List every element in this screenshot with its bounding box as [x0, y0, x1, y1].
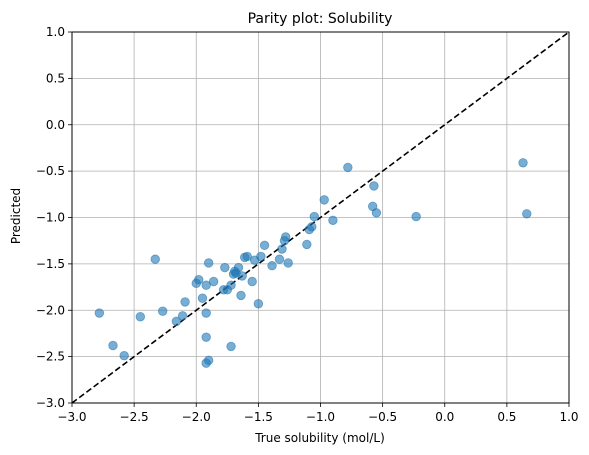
y-tick-label: −3.0	[36, 396, 65, 410]
x-axis-ticks: −3.0 −2.5 −2.0 −1.5 −1.0 −0.5 0.0 0.5 1.0	[57, 403, 579, 424]
data-point	[319, 195, 329, 205]
data-point	[522, 209, 532, 219]
data-point	[307, 222, 317, 232]
data-point	[135, 312, 146, 322]
y-axis-label: Predicted	[9, 188, 23, 244]
x-axis-label: True solubility (mol/L)	[254, 431, 385, 445]
x-tick-label: −2.0	[182, 410, 211, 424]
data-point	[247, 276, 257, 287]
data-point	[309, 211, 319, 222]
data-point	[203, 258, 214, 268]
data-point	[274, 254, 285, 264]
data-point	[233, 262, 244, 273]
scatter-points	[94, 158, 532, 368]
x-tick-label: −0.5	[368, 410, 397, 424]
data-point	[180, 297, 190, 307]
data-point	[253, 299, 264, 309]
x-tick-label: −1.5	[244, 410, 273, 424]
y-tick-label: −2.5	[36, 350, 65, 364]
y-tick-label: 0.5	[46, 71, 65, 85]
data-point	[277, 244, 287, 254]
data-point	[371, 208, 382, 218]
y-tick-label: 1.0	[46, 25, 65, 39]
x-tick-label: −2.5	[120, 410, 149, 424]
data-point	[158, 306, 168, 316]
reference-line-group	[71, 31, 570, 404]
data-point	[411, 211, 421, 222]
x-tick-label: 1.0	[559, 410, 578, 424]
data-point	[256, 251, 266, 262]
data-point	[328, 215, 338, 225]
data-point	[203, 355, 214, 366]
x-tick-label: 0.5	[497, 410, 516, 424]
data-point	[226, 280, 236, 290]
data-point	[267, 261, 277, 271]
data-point	[177, 311, 188, 321]
data-point	[197, 293, 208, 303]
data-point	[242, 251, 252, 262]
data-point	[283, 258, 293, 268]
data-point	[343, 162, 353, 173]
y-tick-label: −1.0	[36, 211, 65, 225]
x-tick-label: −1.0	[306, 410, 335, 424]
data-point	[259, 240, 270, 251]
data-point	[369, 181, 379, 191]
data-point	[201, 280, 211, 290]
x-tick-label: 0.0	[435, 410, 454, 424]
data-point	[201, 308, 211, 318]
data-point	[150, 254, 160, 264]
data-point	[236, 290, 246, 301]
data-point	[226, 341, 236, 352]
y-axis-ticks: −3.0 −2.5 −2.0 −1.5 −1.0 −0.5 0.0 0.5 1.0	[36, 25, 72, 410]
data-point	[281, 232, 291, 242]
parity-reference-line	[71, 31, 570, 404]
y-tick-label: −0.5	[36, 164, 65, 178]
data-point	[237, 271, 247, 281]
data-point	[302, 239, 312, 250]
data-point	[220, 262, 230, 273]
data-point	[94, 308, 105, 318]
data-point	[518, 158, 528, 168]
x-tick-label: −3.0	[57, 410, 86, 424]
data-point	[208, 276, 219, 287]
data-point	[201, 332, 211, 342]
y-tick-label: −2.0	[36, 303, 65, 317]
data-point	[119, 350, 129, 361]
data-point	[171, 316, 182, 327]
y-tick-label: −1.5	[36, 257, 65, 271]
data-point	[108, 340, 118, 351]
data-point	[194, 274, 204, 285]
y-tick-label: 0.0	[46, 118, 65, 132]
chart-title: Parity plot: Solubility	[248, 11, 393, 27]
